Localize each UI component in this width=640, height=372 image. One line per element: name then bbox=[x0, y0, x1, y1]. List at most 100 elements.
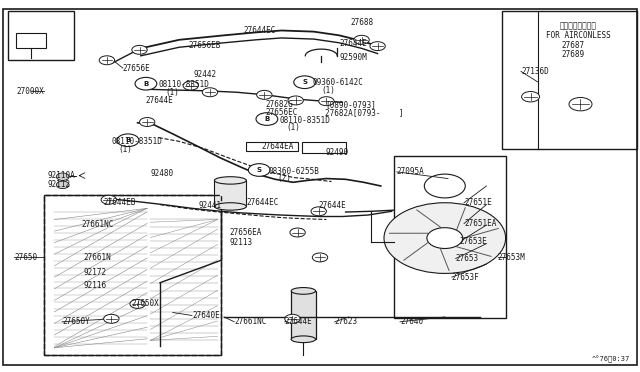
Text: 27644E: 27644E bbox=[285, 317, 312, 326]
Text: 27650Y: 27650Y bbox=[62, 317, 90, 326]
Text: 27644E: 27644E bbox=[319, 201, 346, 210]
Text: 08110-8351D: 08110-8351D bbox=[280, 116, 330, 125]
Text: 08110-8351D: 08110-8351D bbox=[159, 80, 209, 89]
Text: 27644E: 27644E bbox=[339, 39, 367, 48]
Circle shape bbox=[257, 90, 272, 99]
Text: 27661N: 27661N bbox=[84, 253, 111, 262]
Ellipse shape bbox=[214, 203, 246, 210]
Text: 27136D: 27136D bbox=[521, 67, 548, 76]
Text: 92172: 92172 bbox=[84, 268, 107, 277]
Text: 92113: 92113 bbox=[229, 238, 252, 247]
Text: 27661NC: 27661NC bbox=[82, 220, 115, 229]
Text: 27688: 27688 bbox=[351, 18, 374, 27]
Circle shape bbox=[140, 118, 155, 126]
Text: 08360-6255B: 08360-6255B bbox=[269, 167, 319, 176]
Circle shape bbox=[288, 96, 303, 105]
Text: [0890-0793]: [0890-0793] bbox=[325, 100, 376, 109]
Ellipse shape bbox=[291, 288, 316, 294]
Text: 92490: 92490 bbox=[325, 148, 348, 157]
Text: ^°76⁳0:37: ^°76⁳0:37 bbox=[592, 355, 630, 363]
Bar bbox=[246, 142, 298, 151]
Text: (1): (1) bbox=[118, 145, 132, 154]
Circle shape bbox=[117, 134, 139, 147]
Text: 27653F: 27653F bbox=[452, 273, 479, 282]
Circle shape bbox=[370, 42, 385, 51]
Text: 92112: 92112 bbox=[48, 180, 71, 189]
Text: B: B bbox=[143, 81, 148, 87]
Bar bbox=[502, 11, 637, 149]
Circle shape bbox=[424, 174, 465, 198]
Ellipse shape bbox=[291, 336, 316, 343]
Circle shape bbox=[285, 314, 300, 323]
Text: 27644EC: 27644EC bbox=[243, 26, 276, 35]
Ellipse shape bbox=[214, 177, 246, 184]
Bar bbox=[214, 180, 246, 206]
Circle shape bbox=[56, 181, 69, 189]
Text: 27644E: 27644E bbox=[146, 96, 173, 105]
Circle shape bbox=[290, 228, 305, 237]
Text: 92110A: 92110A bbox=[48, 171, 76, 180]
Text: FOR AIRCONLESS: FOR AIRCONLESS bbox=[546, 31, 611, 40]
Text: 27653E: 27653E bbox=[460, 237, 487, 246]
Text: 27651E: 27651E bbox=[464, 198, 492, 207]
Text: 27644EC: 27644EC bbox=[246, 198, 279, 207]
Text: 92442: 92442 bbox=[193, 70, 216, 79]
Text: 27656EC: 27656EC bbox=[266, 108, 298, 117]
Circle shape bbox=[311, 207, 326, 216]
Text: B: B bbox=[125, 137, 131, 143]
Text: (1): (1) bbox=[286, 124, 300, 132]
Circle shape bbox=[294, 76, 316, 89]
Text: 27682G: 27682G bbox=[266, 100, 293, 109]
Bar bbox=[8, 11, 74, 60]
Text: S: S bbox=[257, 167, 262, 173]
Text: 92590M: 92590M bbox=[339, 53, 367, 62]
Text: 27644EB: 27644EB bbox=[104, 198, 136, 207]
Text: 27661NC: 27661NC bbox=[234, 317, 267, 326]
Bar bbox=[302, 142, 346, 153]
Circle shape bbox=[183, 81, 198, 90]
Circle shape bbox=[522, 92, 540, 102]
Circle shape bbox=[569, 97, 592, 111]
Text: 27656E: 27656E bbox=[123, 64, 150, 73]
Bar bbox=[394, 156, 506, 318]
Circle shape bbox=[99, 56, 115, 65]
Text: 27656EA: 27656EA bbox=[229, 228, 262, 237]
Text: 27640E: 27640E bbox=[192, 311, 220, 320]
Circle shape bbox=[101, 195, 116, 204]
Circle shape bbox=[354, 35, 369, 44]
Bar bbox=[16, 33, 46, 48]
Text: (1): (1) bbox=[165, 88, 179, 97]
Text: 27656EB: 27656EB bbox=[189, 41, 221, 50]
Circle shape bbox=[135, 77, 157, 90]
Text: 27653: 27653 bbox=[456, 254, 479, 263]
Text: 27095A: 27095A bbox=[397, 167, 424, 176]
Text: B: B bbox=[264, 116, 269, 122]
Text: 27623: 27623 bbox=[335, 317, 358, 326]
Text: (2): (2) bbox=[278, 174, 292, 183]
Circle shape bbox=[256, 113, 278, 125]
Bar bbox=[291, 291, 316, 339]
Text: S: S bbox=[302, 79, 307, 85]
Text: 09360-6142C: 09360-6142C bbox=[312, 78, 363, 87]
Circle shape bbox=[384, 203, 506, 273]
Text: 27650X: 27650X bbox=[131, 299, 159, 308]
Circle shape bbox=[132, 45, 147, 54]
Circle shape bbox=[130, 299, 145, 308]
Text: 27689: 27689 bbox=[562, 50, 585, 59]
Circle shape bbox=[427, 228, 463, 248]
Circle shape bbox=[104, 314, 119, 323]
Text: 27653M: 27653M bbox=[498, 253, 525, 262]
Circle shape bbox=[248, 164, 270, 176]
Circle shape bbox=[312, 253, 328, 262]
Text: 92441: 92441 bbox=[198, 201, 221, 210]
Circle shape bbox=[202, 88, 218, 97]
Circle shape bbox=[56, 173, 69, 180]
Text: 27687: 27687 bbox=[562, 41, 585, 50]
Text: 27640: 27640 bbox=[400, 317, 423, 326]
Text: 27650: 27650 bbox=[14, 253, 37, 262]
Text: 27682A[0793-    ]: 27682A[0793- ] bbox=[325, 108, 404, 117]
Text: 27000X: 27000X bbox=[16, 87, 44, 96]
Text: 27644EA: 27644EA bbox=[261, 142, 294, 151]
Text: 27651EA: 27651EA bbox=[464, 219, 497, 228]
Text: (1): (1) bbox=[321, 86, 335, 94]
